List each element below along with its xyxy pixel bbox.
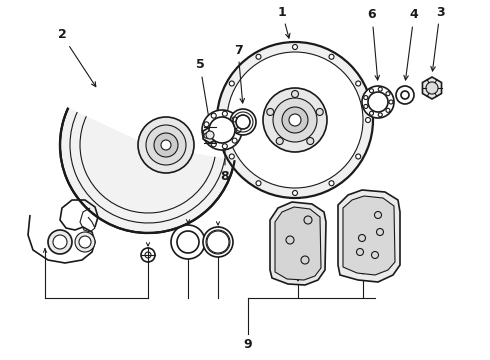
Text: 7: 7 [234,44,245,103]
Circle shape [329,54,334,59]
Circle shape [154,133,178,157]
Circle shape [229,154,234,159]
Circle shape [230,109,256,135]
Polygon shape [343,196,395,275]
Circle shape [357,248,364,256]
Circle shape [368,92,388,112]
Circle shape [273,98,317,142]
Circle shape [301,256,309,264]
Circle shape [369,111,373,115]
Circle shape [426,82,438,94]
Circle shape [276,138,283,144]
Circle shape [364,104,368,108]
Polygon shape [338,190,400,282]
Circle shape [369,89,373,93]
Circle shape [229,81,234,86]
Circle shape [171,225,205,259]
Circle shape [289,114,301,126]
Circle shape [209,233,227,251]
Circle shape [293,45,297,49]
Circle shape [204,122,209,127]
Circle shape [211,142,216,147]
Circle shape [256,54,261,59]
Circle shape [204,133,209,138]
Circle shape [286,236,294,244]
Circle shape [207,231,229,253]
Circle shape [362,86,394,118]
Circle shape [220,117,224,122]
Polygon shape [422,77,441,99]
Circle shape [79,236,91,248]
Circle shape [378,87,382,91]
Circle shape [371,252,378,258]
Circle shape [161,140,171,150]
Circle shape [232,138,237,143]
Circle shape [203,227,233,257]
Circle shape [227,52,363,188]
Text: 9: 9 [244,338,252,351]
Text: 8: 8 [220,114,229,184]
Circle shape [256,181,261,186]
Circle shape [267,108,274,116]
Circle shape [292,90,298,98]
Circle shape [206,230,230,254]
Circle shape [374,211,382,219]
Circle shape [356,81,361,86]
Polygon shape [275,207,321,280]
Circle shape [48,230,72,254]
Circle shape [282,107,308,133]
Circle shape [386,92,390,96]
Circle shape [60,57,236,233]
Circle shape [329,181,334,186]
Circle shape [376,229,384,235]
Circle shape [141,248,155,262]
Circle shape [389,100,393,104]
Wedge shape [67,55,238,161]
Circle shape [222,111,227,116]
Text: 6: 6 [368,9,379,80]
Circle shape [236,115,250,129]
Circle shape [146,125,186,165]
Circle shape [378,113,382,117]
Text: 5: 5 [196,58,211,121]
Circle shape [386,108,390,112]
Circle shape [217,42,373,198]
Circle shape [177,231,199,253]
Polygon shape [270,202,326,285]
Circle shape [396,86,414,104]
Circle shape [206,131,214,139]
Circle shape [263,88,327,152]
Circle shape [401,91,409,99]
Circle shape [145,252,151,258]
Circle shape [232,117,237,122]
Text: 1: 1 [278,5,290,38]
Circle shape [307,138,314,144]
Circle shape [138,117,194,173]
Text: 4: 4 [404,9,418,80]
Circle shape [222,144,227,149]
Circle shape [304,216,312,224]
Circle shape [359,234,366,242]
Circle shape [211,113,216,118]
Circle shape [236,127,241,132]
Circle shape [293,190,297,195]
Text: 2: 2 [58,28,96,87]
Circle shape [53,235,67,249]
Circle shape [202,110,242,150]
Circle shape [209,117,235,143]
Circle shape [364,95,368,100]
Text: 3: 3 [431,5,444,71]
Circle shape [356,154,361,159]
Circle shape [366,117,370,122]
Circle shape [316,108,323,116]
Polygon shape [203,127,217,143]
Circle shape [75,232,95,252]
